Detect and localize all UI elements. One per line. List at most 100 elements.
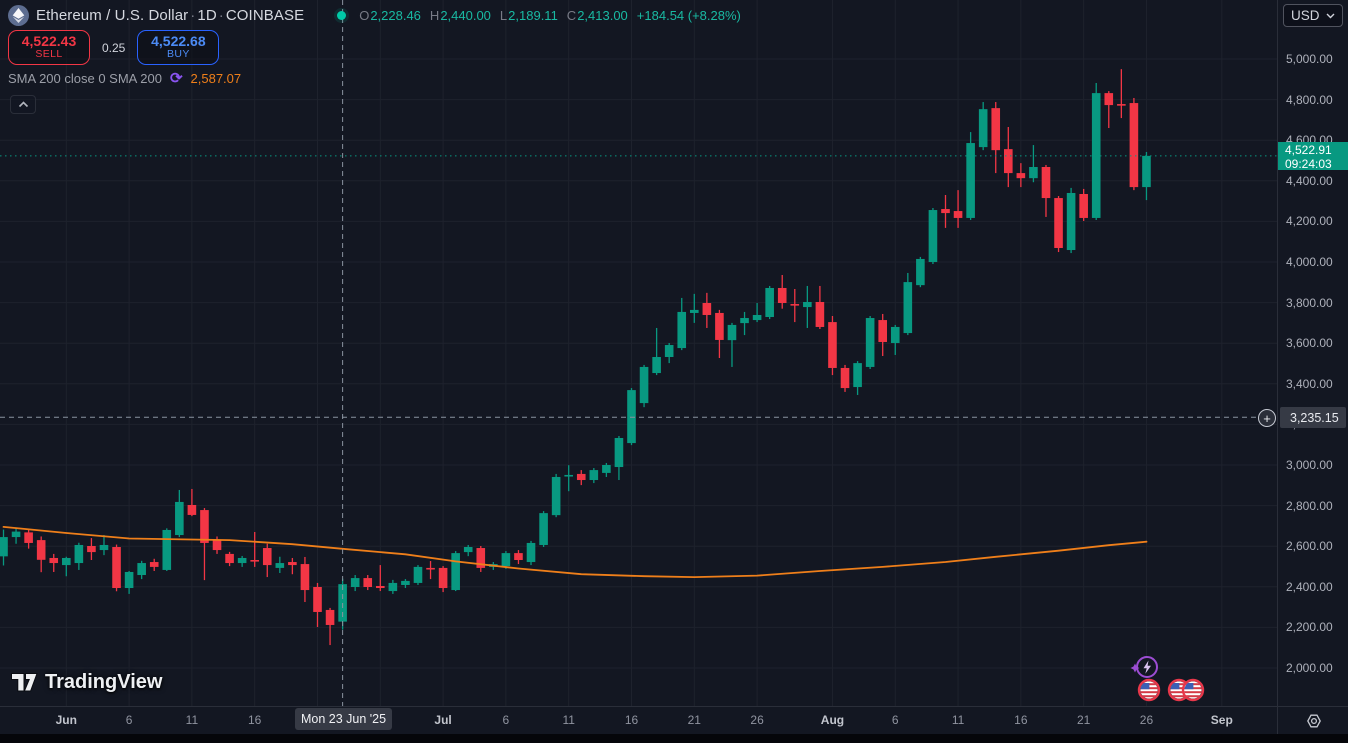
price-axis-label: 2,600.00: [1286, 539, 1333, 554]
us-flag-icon[interactable]: [1137, 678, 1161, 707]
time-axis-tick: 16: [248, 713, 262, 727]
add-alert-plus-icon[interactable]: +: [1258, 409, 1276, 427]
candle-body: [250, 560, 259, 562]
market-status-dot-icon[interactable]: [337, 11, 347, 20]
ohlc-readout: O2,228.46 H2,440.00 L2,189.11 C2,413.00 …: [359, 8, 741, 23]
candle-body: [576, 473, 586, 481]
candle-body: [388, 582, 398, 592]
candle-body: [137, 563, 146, 576]
time-axis-tick: Aug: [820, 713, 845, 727]
buy-button[interactable]: 4,522.68 BUY: [137, 30, 220, 65]
time-axis-tick: 16: [624, 713, 639, 727]
crosshair-price-label: 3,235.15: [1280, 407, 1346, 428]
lightning-bolt-icon[interactable]: [1128, 654, 1162, 687]
candle-body: [928, 210, 938, 262]
indicator-legend[interactable]: SMA 200 close 0 SMA 200 ⟳ 2,587.07: [8, 71, 241, 86]
high-value: 2,440.00: [440, 8, 491, 23]
candle-body: [941, 209, 950, 214]
sell-button[interactable]: 4,522.43 SELL: [8, 30, 90, 65]
candle-body: [765, 287, 774, 318]
candle-body: [1066, 192, 1076, 251]
candle-body: [49, 557, 59, 564]
time-axis[interactable]: Jun 6 11 16 Jul 6 11 16 21 26 Aug 6 11 16 21 26 Sep Mon …: [0, 706, 1348, 734]
candle-body: [1054, 198, 1063, 248]
window-bottom-strip: [0, 733, 1348, 743]
time-axis-tick: Jul: [434, 713, 452, 727]
candle-body: [602, 465, 611, 473]
axis-settings-corner[interactable]: [1277, 707, 1348, 734]
candle-body: [463, 547, 473, 553]
time-axis-tick: 21: [687, 713, 701, 727]
separator: ·: [218, 7, 224, 24]
candle-body: [551, 476, 561, 516]
ethereum-logo-icon: [8, 5, 29, 26]
candle-body: [878, 320, 887, 342]
symbol-title[interactable]: Ethereum / U.S. Dollar · 1D · COINBASE: [36, 7, 305, 24]
low-value: 2,189.11: [508, 8, 558, 23]
price-axis-label: 4,400.00: [1286, 173, 1333, 188]
chevron-down-icon: [1326, 13, 1335, 18]
candle-body: [1117, 104, 1126, 106]
sma-200-line: [2, 526, 1148, 579]
candle-body: [1029, 166, 1038, 179]
candle-body: [840, 367, 850, 389]
price-axis-label: 2,200.00: [1286, 620, 1333, 635]
price-axis-label: 3,000.00: [1286, 458, 1333, 472]
candle-body: [1129, 103, 1139, 188]
candle-body: [740, 318, 749, 324]
candle-body: [991, 108, 1001, 151]
spread-value: 0.25: [102, 40, 126, 55]
price-axis-label: 4,000.00: [1286, 255, 1333, 269]
crosshair-time-label: Mon 23 Jun '25: [295, 708, 392, 730]
candle-body: [99, 544, 109, 551]
legend-collapse-button[interactable]: [10, 95, 36, 114]
candle-body: [715, 312, 724, 340]
candle-body: [350, 578, 360, 588]
candle-body: [690, 309, 699, 313]
candle-body: [401, 580, 410, 585]
candle-body: [376, 585, 385, 589]
price-axis[interactable]: USD 5,000.00 4,800.00 4,600.00 4,400.00 4,20…: [1258, 0, 1348, 706]
price-axis-label: 4,200.00: [1286, 214, 1333, 229]
candle-body: [62, 557, 71, 566]
time-axis-tick: 11: [185, 713, 199, 727]
interval-value[interactable]: 1D: [197, 7, 217, 24]
candle-body: [162, 529, 172, 570]
time-axis-tick: 6: [125, 713, 133, 727]
candle-body: [1104, 93, 1114, 106]
candle-body: [175, 501, 184, 536]
tradingview-mark-icon: [11, 673, 38, 692]
candle-body: [702, 303, 712, 315]
economic-event-markers[interactable]: [1137, 678, 1205, 707]
separator: ·: [190, 7, 196, 24]
time-axis-tick: 11: [951, 713, 965, 727]
indicator-name[interactable]: SMA 200 close 0 SMA 200: [8, 71, 162, 86]
price-axis-label: 3,600.00: [1286, 336, 1333, 351]
candle-body: [275, 563, 285, 568]
currency-selector[interactable]: USD: [1283, 4, 1343, 27]
price-axis-label: 3,400.00: [1286, 376, 1333, 391]
price-axis-label: 5,000.00: [1286, 52, 1333, 66]
candle-body: [124, 571, 134, 589]
time-axis-tick: 21: [1076, 713, 1091, 727]
candle-body: [300, 564, 310, 591]
chart-canvas[interactable]: Ethereum / U.S. Dollar · 1D · COINBASE O2,22…: [0, 0, 1277, 706]
candle-body: [149, 562, 159, 567]
candle-body: [24, 532, 33, 543]
tradingview-wordmark: TradingView: [45, 670, 163, 693]
candle-body: [978, 109, 988, 148]
candle-body: [1041, 166, 1051, 199]
candle-body: [1079, 193, 1088, 218]
candle-body: [815, 301, 825, 327]
candle-body: [1004, 149, 1013, 174]
candle-body: [237, 557, 247, 564]
us-flag-icon[interactable]: [1181, 678, 1205, 707]
tradingview-logo[interactable]: TradingView: [10, 670, 162, 694]
candle-body: [212, 539, 222, 551]
candle-body: [677, 311, 687, 349]
candle-body: [639, 366, 649, 404]
time-axis-tick: 6: [891, 713, 899, 727]
candle-body: [200, 510, 209, 543]
candle-body: [865, 318, 875, 367]
